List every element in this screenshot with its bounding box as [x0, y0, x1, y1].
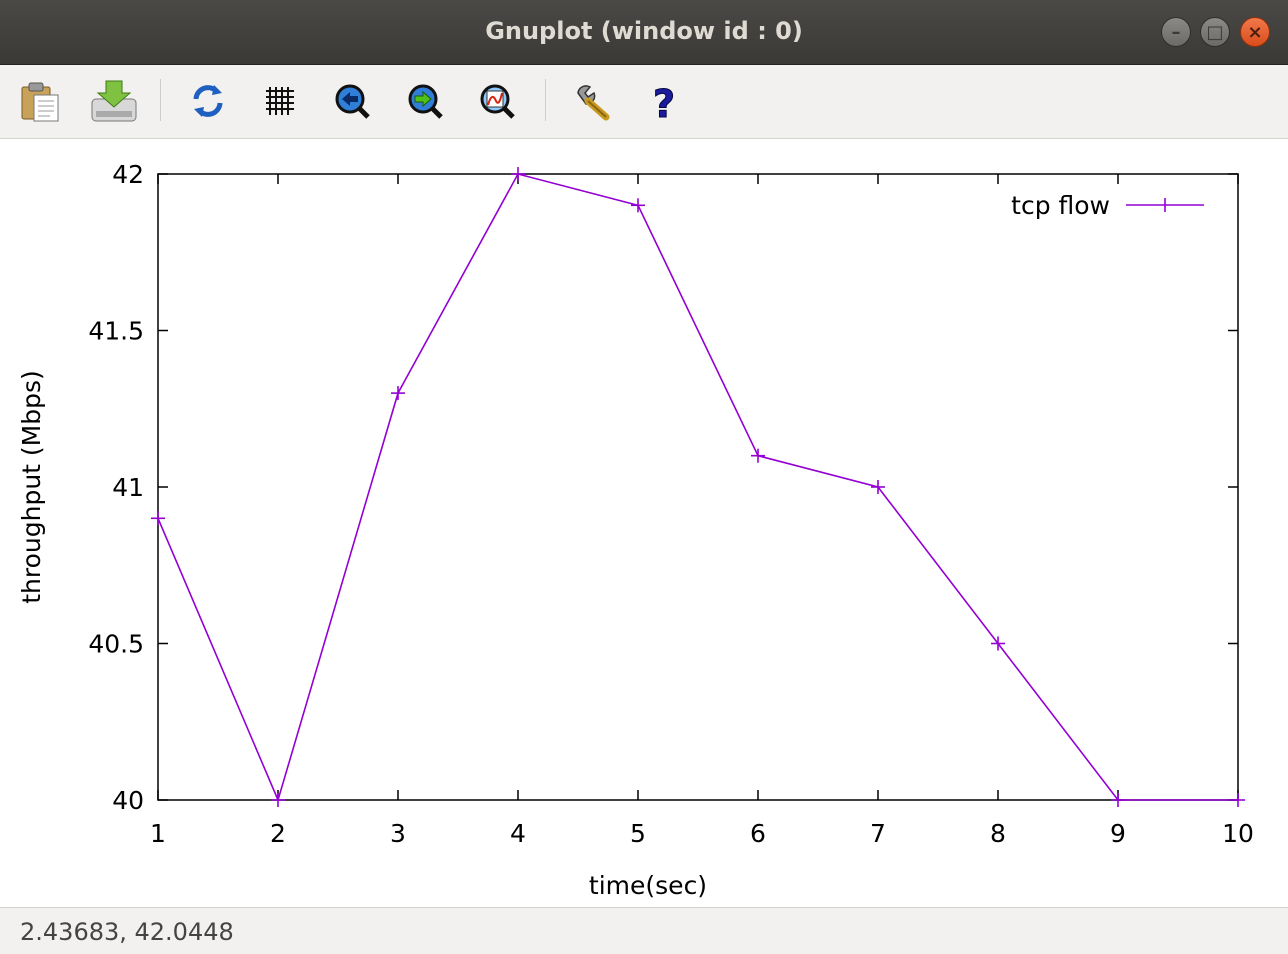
zoom-next-button[interactable] [403, 79, 447, 123]
data-point [631, 198, 645, 213]
cursor-coordinates: 2.43683, 42.0448 [20, 918, 234, 946]
y-tick-label: 40.5 [88, 630, 144, 659]
data-point [151, 511, 165, 526]
data-point [751, 448, 765, 463]
y-axis-label: throughput (Mbps) [17, 370, 46, 604]
x-tick-label: 5 [630, 819, 646, 848]
export-icon [91, 80, 137, 122]
replot-button[interactable] [186, 79, 230, 123]
autoscale-icon [480, 84, 515, 119]
zoom-previous-icon [335, 84, 370, 119]
maximize-button[interactable]: □ [1200, 17, 1230, 47]
legend-label: tcp flow [1011, 191, 1110, 220]
data-point [511, 167, 525, 181]
zoom-previous-button[interactable] [330, 79, 374, 123]
data-point [271, 793, 285, 807]
export-button[interactable] [90, 79, 138, 123]
svg-text:?: ? [653, 82, 675, 123]
zoom-next-icon [408, 84, 443, 119]
help-icon: ? [652, 82, 675, 124]
x-axis-label: time(sec) [589, 871, 707, 900]
x-tick-label: 7 [870, 819, 886, 848]
data-point [871, 480, 885, 494]
data-point [391, 386, 405, 401]
data-point [1111, 793, 1125, 807]
x-tick-label: 1 [150, 819, 166, 848]
title-bar[interactable]: Gnuplot (window id : 0) – □ × [0, 0, 1288, 65]
y-tick-label: 40 [112, 786, 144, 815]
status-bar: 2.43683, 42.0448 [0, 907, 1288, 954]
y-tick-label: 41 [112, 473, 144, 502]
clipboard-icon [21, 82, 59, 122]
x-tick-label: 8 [990, 819, 1006, 848]
series-line [157, 173, 1238, 803]
toggle-grid-button[interactable] [258, 79, 302, 123]
close-button[interactable]: × [1240, 17, 1270, 47]
data-point [1231, 793, 1245, 807]
x-tick-label: 6 [750, 819, 766, 848]
x-tick-label: 3 [390, 819, 406, 848]
x-tick-label: 10 [1222, 819, 1254, 848]
toolbar-separator [545, 79, 546, 121]
settings-icon [577, 85, 610, 121]
y-tick-label: 42 [112, 160, 144, 189]
autoscale-button[interactable] [475, 79, 519, 123]
x-tick-label: 4 [510, 819, 526, 848]
x-tick-label: 9 [1110, 819, 1126, 848]
plot-area[interactable]: 1 2 3 4 5 6 7 8 9 10 40 40.5 41 41.5 42 time(sec) throug… [0, 139, 1288, 907]
data-point [991, 636, 1005, 651]
replot-icon [193, 85, 223, 117]
window-title: Gnuplot (window id : 0) [485, 17, 803, 45]
settings-button[interactable] [570, 79, 614, 123]
grid-icon [266, 87, 294, 115]
minimize-button[interactable]: – [1161, 17, 1191, 47]
copy-to-clipboard-button[interactable] [18, 79, 62, 123]
help-button[interactable]: ? [642, 79, 686, 124]
toolbar: ? [0, 65, 1288, 139]
toolbar-separator [160, 79, 161, 121]
line-chart: 1 2 3 4 5 6 7 8 9 10 40 40.5 41 41.5 42 time(sec) throug… [17, 160, 1254, 900]
y-tick-label: 41.5 [88, 317, 144, 346]
x-tick-label: 2 [270, 819, 286, 848]
plot-border [157, 173, 1239, 801]
